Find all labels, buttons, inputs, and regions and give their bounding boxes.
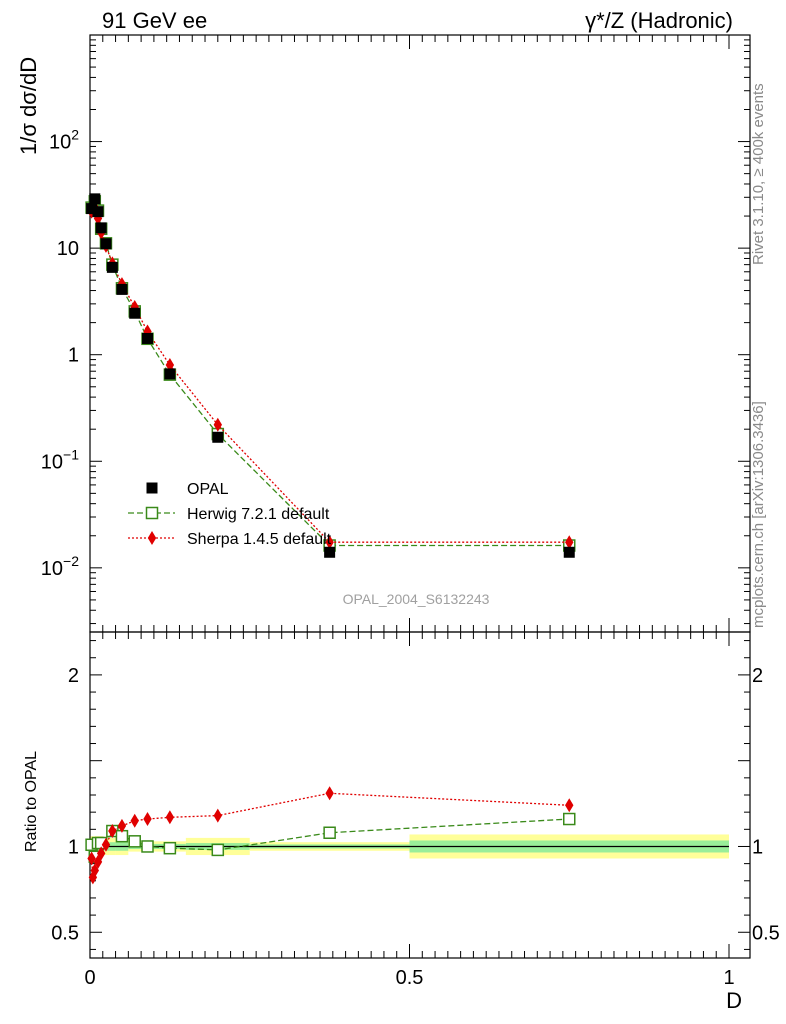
main-point-opal bbox=[142, 332, 154, 344]
main-point-sherpa bbox=[213, 417, 222, 432]
legend-marker-herwig bbox=[145, 506, 159, 520]
analysis-label: OPAL_2004_S6132243 bbox=[343, 591, 490, 607]
ratio-y-tick-label-right: 1 bbox=[752, 836, 763, 858]
process-label-right: γ*/Z (Hadronic) bbox=[585, 8, 733, 33]
ratio-plot-series bbox=[85, 786, 576, 885]
main-point-opal bbox=[129, 307, 141, 319]
ratio-point-herwig bbox=[563, 812, 576, 826]
ratio-line-sherpa bbox=[90, 792, 570, 878]
ratio-point-sherpa bbox=[101, 837, 111, 852]
legend-marker-sherpa bbox=[147, 531, 157, 545]
main-point-sherpa bbox=[325, 535, 334, 550]
ratio-point-herwig bbox=[128, 835, 141, 848]
ratio-line-herwig bbox=[90, 818, 570, 857]
main-y-tick-label: 1 bbox=[68, 345, 79, 367]
main-point-opal bbox=[563, 546, 575, 558]
legend-label-sherpa: Sherpa 1.4.5 default bbox=[187, 531, 332, 548]
ratio-point-sherpa bbox=[117, 818, 127, 833]
ratio-point-sherpa bbox=[108, 824, 117, 839]
mcplots-label: mcplots.cern.ch [arXiv:1306.3436] bbox=[750, 401, 767, 628]
ratio-point-herwig bbox=[323, 826, 336, 839]
main-point-opal bbox=[164, 368, 176, 380]
ratio-y-tick-label-right: 0.5 bbox=[752, 922, 780, 944]
main-point-opal bbox=[100, 238, 112, 250]
main-y-tick-label: 102 bbox=[49, 127, 79, 154]
legend-label-opal: OPAL bbox=[187, 481, 229, 498]
main-line-sherpa bbox=[91, 206, 570, 543]
main-y-tick-label: 10 bbox=[57, 238, 79, 260]
ratio-point-sherpa bbox=[165, 810, 175, 825]
main-y-axis-title: 1/σ dσ/dD bbox=[16, 57, 41, 155]
main-point-opal bbox=[212, 431, 224, 443]
ratio-y-tick-label: 0.5 bbox=[51, 922, 79, 944]
ratio-point-sherpa bbox=[143, 812, 152, 827]
ratio-x-tick-label: 1 bbox=[723, 967, 734, 989]
main-point-opal bbox=[89, 193, 101, 205]
main-point-opal bbox=[116, 283, 128, 295]
ratio-x-tick-label: 0.5 bbox=[396, 967, 424, 989]
legend-label-herwig: Herwig 7.2.1 default bbox=[187, 506, 330, 523]
ratio-x-tick-label: 0 bbox=[84, 967, 95, 989]
main-point-sherpa bbox=[165, 358, 175, 373]
main-point-opal bbox=[95, 222, 107, 234]
main-point-opal bbox=[92, 206, 104, 218]
main-point-opal bbox=[86, 203, 98, 215]
ratio-y-axis-title: Ratio to OPAL bbox=[23, 751, 40, 852]
ratio-y-tick-label: 2 bbox=[68, 665, 79, 687]
ratio-y-tick-label: 1 bbox=[68, 836, 79, 858]
ratio-point-herwig bbox=[211, 843, 225, 857]
main-point-sherpa bbox=[565, 535, 574, 550]
ratio-frame bbox=[89, 631, 751, 959]
main-point-opal bbox=[106, 261, 118, 273]
ratio-point-sherpa bbox=[130, 813, 139, 828]
legend: OPAL Herwig 7.2.1 default Sherpa 1.4.5 def… bbox=[128, 481, 332, 548]
ratio-point-sherpa bbox=[565, 798, 574, 813]
ratio-y-tick-label-right: 2 bbox=[752, 665, 763, 687]
ratio-point-sherpa bbox=[96, 846, 106, 861]
ratio-point-herwig bbox=[163, 841, 177, 855]
main-y-tick-label: 10−1 bbox=[41, 446, 79, 473]
main-y-tick-label: 10−2 bbox=[41, 553, 79, 580]
ratio-point-sherpa bbox=[213, 808, 222, 823]
main-point-opal bbox=[324, 546, 336, 558]
main-plot-series bbox=[85, 193, 576, 558]
process-label-left: 91 GeV ee bbox=[102, 8, 207, 33]
x-axis-title: D bbox=[726, 988, 742, 1013]
rivet-version-label: Rivet 3.1.10, ≥ 400k events bbox=[750, 83, 767, 265]
ratio-point-sherpa bbox=[87, 851, 96, 866]
ratio-point-herwig bbox=[141, 840, 154, 853]
ratio-uncertainty-bands bbox=[90, 834, 729, 859]
main-line-herwig bbox=[91, 199, 570, 547]
ratio-axes: 0 0.5 1 0.5 0.5 1 1 2 2 bbox=[51, 631, 780, 989]
ratio-point-sherpa bbox=[325, 786, 334, 801]
legend-marker-opal bbox=[146, 482, 158, 494]
